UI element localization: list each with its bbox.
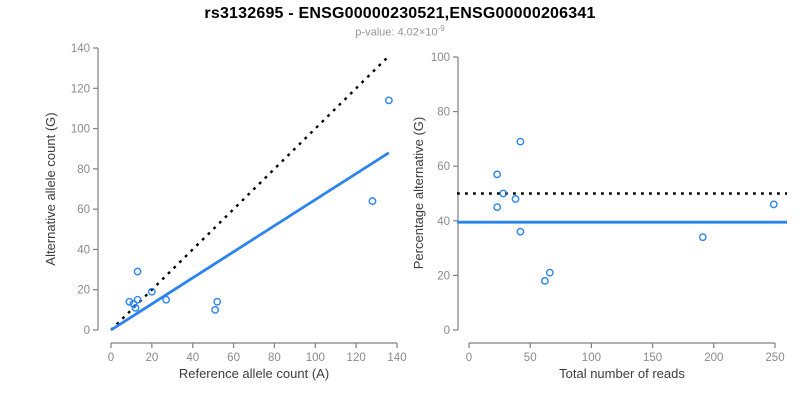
data-point bbox=[147, 287, 156, 296]
y-tick-label: 80 bbox=[77, 164, 90, 176]
pvalue-exponent: -9 bbox=[437, 24, 445, 33]
identity-line bbox=[110, 57, 388, 331]
figure-subtitle: p-value: 4.02×10-9 bbox=[0, 24, 800, 39]
y-tick-label: 0 bbox=[84, 325, 90, 337]
x-tick-label: 100 bbox=[582, 352, 601, 364]
data-point bbox=[211, 305, 220, 314]
data-point bbox=[493, 170, 502, 179]
data-point bbox=[213, 297, 222, 306]
x-axis-title: Reference allele count (A) bbox=[179, 366, 329, 381]
x-tick-label: 120 bbox=[347, 352, 366, 364]
x-tick-label: 200 bbox=[704, 352, 723, 364]
right-plot: 0 20 40 60 80 100 0 50 100 150 200 250 Total number … bbox=[411, 52, 787, 381]
data-point bbox=[133, 295, 142, 304]
x-axis-title: Total number of reads bbox=[559, 366, 685, 381]
data-point bbox=[493, 203, 502, 212]
data-point bbox=[384, 96, 393, 105]
y-tick-label: 120 bbox=[71, 83, 90, 95]
data-point bbox=[131, 303, 140, 312]
x-tick-label: 50 bbox=[524, 352, 537, 364]
data-point bbox=[162, 295, 171, 304]
left-plot: 0 20 40 60 80 100 120 140 0 20 40 60 80 100 120 140 Refe… bbox=[43, 43, 407, 381]
data-point bbox=[769, 200, 778, 209]
y-axis-title: Percentage alternative (G) bbox=[411, 117, 426, 269]
y-tick-label: 20 bbox=[437, 270, 450, 282]
x-tick-label: 250 bbox=[765, 352, 784, 364]
y-tick-label: 0 bbox=[444, 325, 450, 337]
x-tick-label: 20 bbox=[145, 352, 158, 364]
x-tick-label: 0 bbox=[108, 352, 114, 364]
x-tick-label: 150 bbox=[643, 352, 662, 364]
data-point bbox=[540, 276, 549, 285]
data-point bbox=[129, 299, 138, 308]
data-point bbox=[125, 297, 134, 306]
pvalue-text: p-value: 4.02×10 bbox=[355, 26, 438, 39]
data-point bbox=[516, 227, 525, 236]
data-point bbox=[516, 137, 525, 146]
y-tick-label: 140 bbox=[71, 43, 90, 55]
y-tick-label: 20 bbox=[77, 285, 90, 297]
y-tick-label: 100 bbox=[71, 124, 90, 136]
y-tick-label: 40 bbox=[77, 244, 90, 256]
y-tick-label: 40 bbox=[437, 216, 450, 228]
data-point bbox=[698, 233, 707, 242]
figure-title: rs3132695 - ENSG00000230521,ENSG00000206… bbox=[204, 5, 596, 22]
y-axis-title: Alternative allele count (G) bbox=[43, 112, 58, 265]
y-tick-label: 60 bbox=[437, 161, 450, 173]
x-tick-label: 0 bbox=[466, 352, 472, 364]
y-tick-label: 80 bbox=[437, 107, 450, 119]
data-point bbox=[545, 268, 554, 277]
x-tick-label: 40 bbox=[186, 352, 199, 364]
data-point bbox=[133, 267, 142, 276]
regression-line bbox=[110, 151, 390, 332]
x-tick-label: 80 bbox=[268, 352, 281, 364]
y-tick-label: 100 bbox=[431, 52, 450, 64]
y-tick-label: 60 bbox=[77, 204, 90, 216]
x-tick-label: 60 bbox=[227, 352, 240, 364]
x-tick-label: 140 bbox=[387, 352, 406, 364]
data-point bbox=[499, 189, 508, 198]
data-point bbox=[511, 195, 520, 203]
data-point bbox=[368, 197, 377, 205]
x-tick-label: 100 bbox=[306, 352, 325, 364]
